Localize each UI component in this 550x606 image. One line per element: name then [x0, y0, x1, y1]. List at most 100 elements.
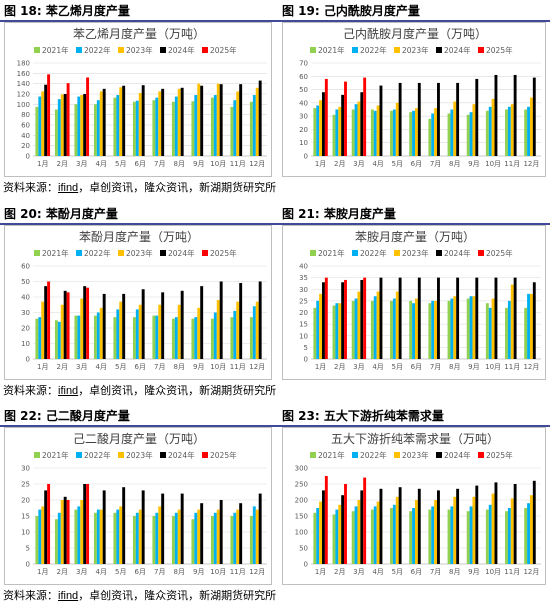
bar [469, 296, 473, 359]
bar [99, 509, 103, 564]
ifind-link[interactable]: ifind [58, 590, 79, 602]
bar [494, 482, 498, 564]
bar [35, 318, 39, 359]
legend-item: 2025年 [478, 450, 513, 460]
bar [354, 298, 358, 359]
bar [230, 317, 234, 359]
bar [74, 315, 78, 359]
bar [258, 80, 262, 156]
figure-caption: 苯胺月度产量 [323, 207, 396, 221]
bar [335, 303, 339, 359]
figure-label: 图 22: [4, 409, 42, 423]
bar [38, 317, 42, 359]
bar [360, 92, 364, 156]
bar [363, 477, 367, 564]
x-tick-label: 5月 [115, 363, 126, 371]
legend-label: 2025年 [486, 450, 513, 460]
legend-swatch [310, 452, 316, 458]
x-tick-label: 10月 [485, 568, 501, 576]
bar [351, 300, 355, 359]
bar [357, 101, 361, 156]
bar [216, 300, 220, 359]
y-tick-label: 200 [295, 497, 308, 505]
bar [122, 293, 126, 359]
x-tick-label: 10月 [210, 160, 226, 168]
legend-item: 2022年 [76, 248, 111, 258]
x-tick-label: 2月 [57, 363, 68, 371]
bar [219, 281, 223, 359]
bar [122, 85, 126, 156]
bar [194, 512, 198, 564]
bar [524, 307, 528, 359]
chart-title: 苯胺月度产量（万吨） [355, 229, 475, 244]
x-tick-label: 8月 [174, 363, 185, 371]
bar [475, 277, 479, 359]
bar [35, 516, 39, 564]
bar [524, 508, 528, 564]
ifind-link[interactable]: ifind [58, 182, 79, 194]
x-tick-label: 12月 [249, 363, 265, 371]
legend-swatch [202, 47, 208, 53]
bar [450, 109, 454, 156]
legend-label: 2023年 [402, 450, 429, 460]
bar [351, 109, 355, 156]
bar [414, 500, 418, 564]
legend-item: 2024年 [436, 450, 471, 460]
bar [239, 84, 243, 156]
bar [252, 506, 256, 564]
bar [527, 106, 530, 156]
bar [258, 493, 262, 564]
bar [357, 500, 361, 564]
legend-label: 2024年 [444, 248, 471, 258]
legend-swatch [394, 452, 400, 458]
bar [313, 512, 317, 564]
legend-label: 2024年 [444, 45, 471, 55]
y-tick-label: 20 [21, 325, 30, 333]
legend-item: 2022年 [76, 45, 111, 55]
legend-swatch [202, 452, 208, 458]
legend-swatch [394, 47, 400, 53]
bar [488, 504, 492, 564]
bar [113, 512, 117, 564]
source-rest: ，卓创资讯，隆众资讯，新湖期货研究所 [78, 384, 277, 397]
benzene-demand-chart: 五大下游折纯苯需求量（万吨） 2021年 2022年 2023年 2024年 2025年 0… [295, 431, 541, 576]
y-tick-label: 10 [299, 332, 308, 340]
bar [532, 480, 536, 564]
y-tick-label: 30 [299, 286, 308, 294]
legend-item: 2022年 [352, 248, 387, 258]
legend-item: 2024年 [160, 450, 195, 460]
x-tick-label: 3月 [353, 568, 364, 576]
bar [135, 512, 139, 564]
legend-swatch [478, 452, 484, 458]
y-tick-label: 5 [304, 344, 308, 352]
bar [469, 506, 473, 564]
legend-swatch [118, 452, 124, 458]
bar [313, 108, 317, 156]
bar [485, 509, 489, 564]
bar [395, 102, 399, 156]
bar [332, 514, 336, 564]
legend-item: 2022年 [352, 450, 387, 460]
bar [66, 500, 70, 564]
bar [332, 114, 336, 156]
bar [437, 82, 440, 156]
bar [249, 516, 253, 564]
ifind-link[interactable]: ifind [58, 385, 79, 397]
y-tick-label: 50 [299, 545, 308, 553]
y-tick-label: 70 [299, 60, 308, 68]
y-tick-label: 100 [295, 529, 308, 537]
source-note: 资料来源：ifind，卓创资讯，隆众资讯，新湖期货研究所 [3, 383, 276, 399]
bar [44, 286, 48, 359]
x-tick-label: 8月 [174, 160, 185, 168]
x-tick-label: 6月 [411, 363, 422, 371]
bar [60, 500, 64, 564]
x-tick-label: 9月 [193, 363, 204, 371]
bar [213, 312, 217, 359]
source-rest: ，卓创资讯，隆众资讯，新湖期货研究所 [78, 181, 277, 194]
x-tick-label: 5月 [392, 160, 403, 168]
bar [335, 109, 339, 156]
x-tick-label: 3月 [353, 363, 364, 371]
legend-item: 2024年 [436, 248, 471, 258]
bar [431, 113, 435, 156]
bar [398, 487, 402, 564]
